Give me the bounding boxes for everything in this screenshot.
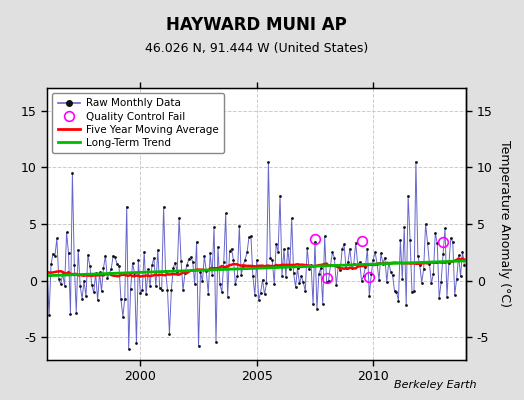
- Text: 46.026 N, 91.444 W (United States): 46.026 N, 91.444 W (United States): [145, 42, 368, 55]
- Y-axis label: Temperature Anomaly (°C): Temperature Anomaly (°C): [498, 140, 511, 308]
- Text: Berkeley Earth: Berkeley Earth: [395, 380, 477, 390]
- Text: HAYWARD MUNI AP: HAYWARD MUNI AP: [167, 16, 347, 34]
- Legend: Raw Monthly Data, Quality Control Fail, Five Year Moving Average, Long-Term Tren: Raw Monthly Data, Quality Control Fail, …: [52, 93, 224, 153]
